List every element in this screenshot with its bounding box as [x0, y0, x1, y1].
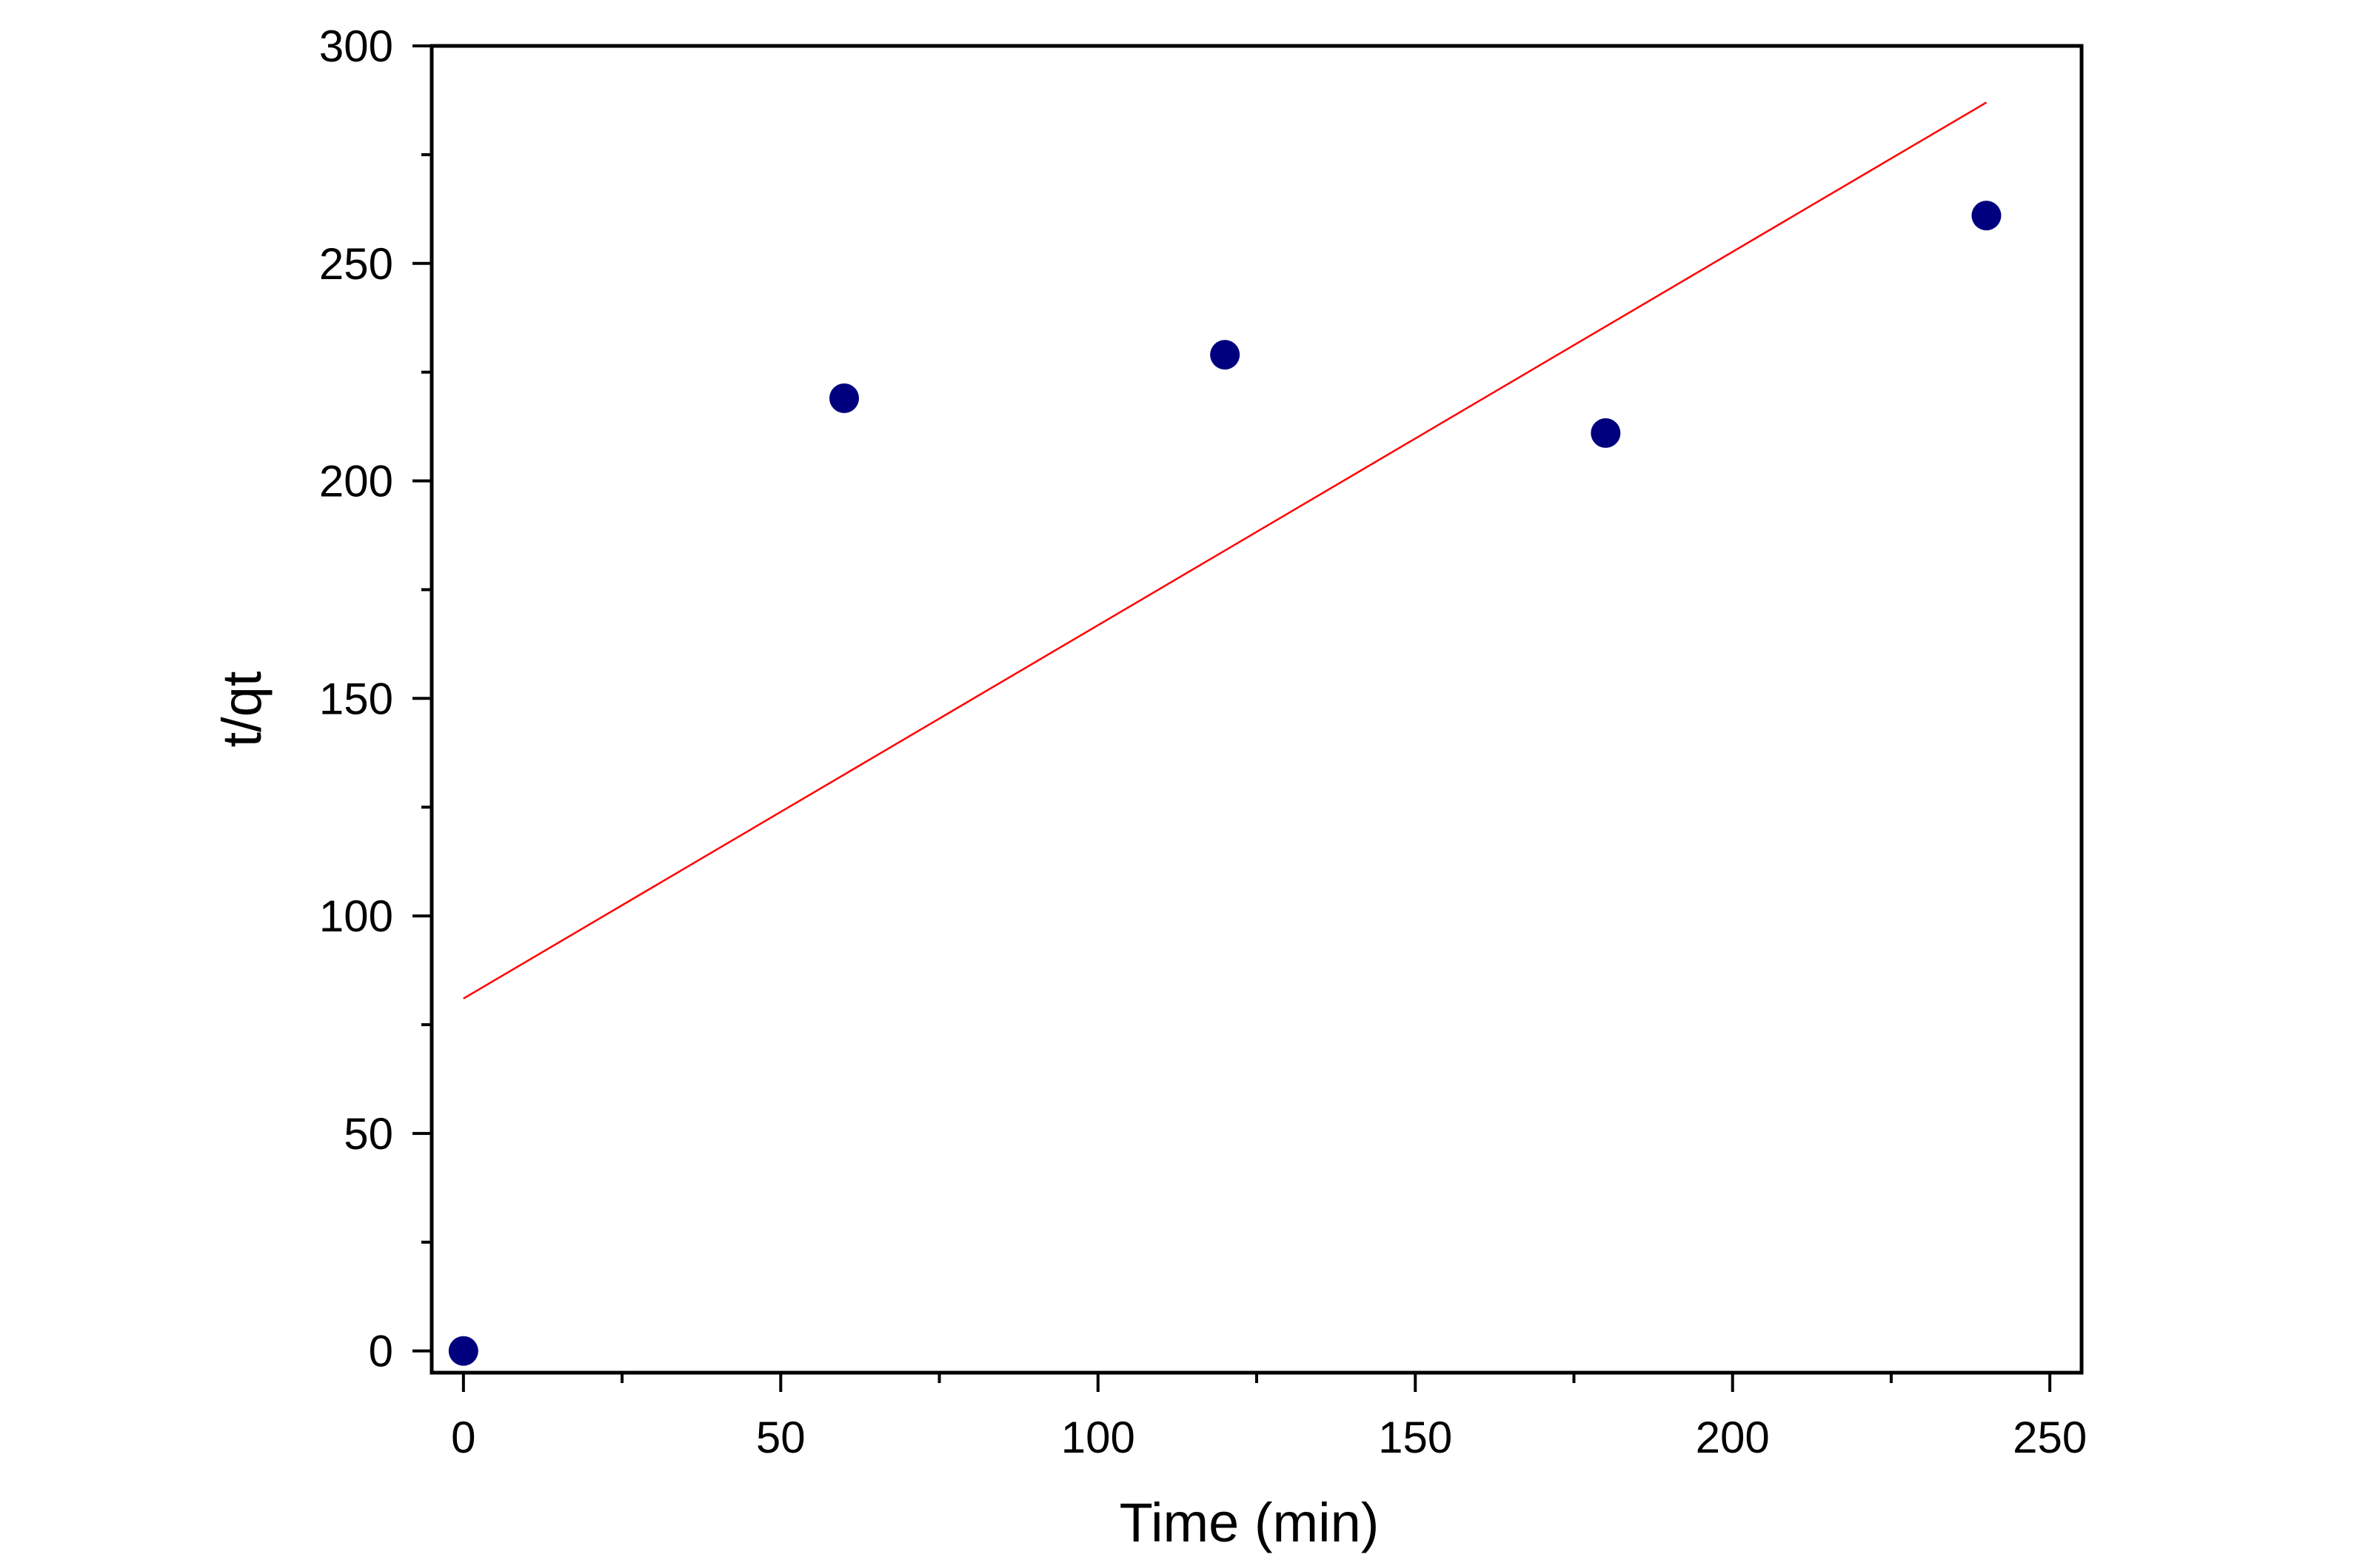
y-tick-label: 0	[369, 1327, 393, 1376]
x-axis-title: Time (min)	[1120, 1492, 1380, 1553]
data-point	[1210, 340, 1240, 370]
x-tick-label: 100	[1061, 1413, 1135, 1462]
plot-frame	[429, 44, 2084, 1375]
x-tick-label: 50	[756, 1413, 806, 1462]
data-point	[1591, 418, 1621, 448]
y-axis-title: t/qt	[211, 671, 273, 747]
data-point	[829, 383, 859, 413]
data-point	[1971, 201, 2002, 231]
y-tick-label: 250	[319, 239, 393, 289]
series-layer	[448, 101, 2002, 1366]
x-tick-label: 150	[1378, 1413, 1452, 1462]
x-axis-ticks: 0 50 100 150 200 250	[451, 1373, 2087, 1462]
y-tick-label: 300	[319, 21, 393, 71]
y-tick-label: 100	[319, 891, 393, 941]
y-axis-ticks: 0 50 100 150 200 250 300	[319, 21, 432, 1376]
data-point	[448, 1336, 478, 1366]
x-tick-label: 250	[2013, 1413, 2087, 1462]
fit-line	[463, 101, 1988, 1000]
y-tick-label: 200	[319, 457, 393, 506]
y-tick-label: 50	[344, 1109, 393, 1159]
x-tick-label: 200	[1696, 1413, 1770, 1462]
y-tick-label: 150	[319, 674, 393, 723]
x-tick-label: 0	[451, 1413, 475, 1462]
